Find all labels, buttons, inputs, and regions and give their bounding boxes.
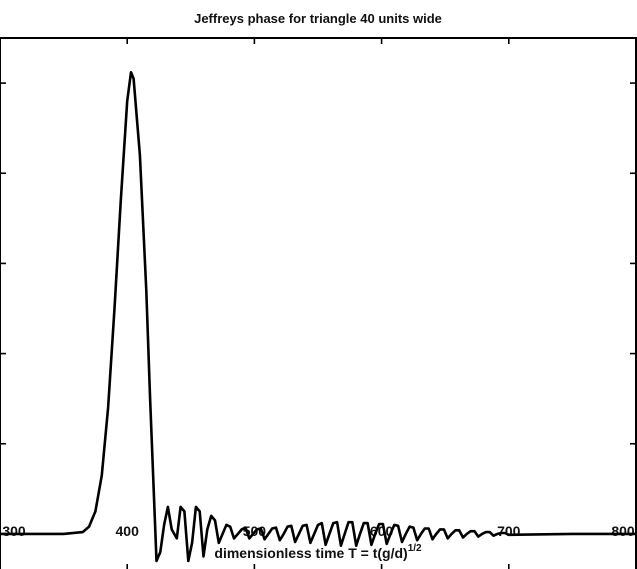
x-tick-label: 400 <box>116 523 140 539</box>
plot-frame <box>0 37 637 569</box>
x-tick-label: 800 <box>611 523 635 539</box>
x-axis-label-main: dimensionless time T = t(g/d) <box>214 545 407 561</box>
axis-ticks <box>0 38 637 569</box>
x-tick-label: 300 <box>2 523 26 539</box>
chart-title: Jeffreys phase for triangle 40 units wid… <box>194 11 442 26</box>
x-axis-label-superscript: 1/2 <box>408 543 422 554</box>
series-line <box>0 71 637 563</box>
x-axis-label: dimensionless time T = t(g/d)1/2 <box>214 543 422 561</box>
x-tick-label: 700 <box>497 523 521 539</box>
